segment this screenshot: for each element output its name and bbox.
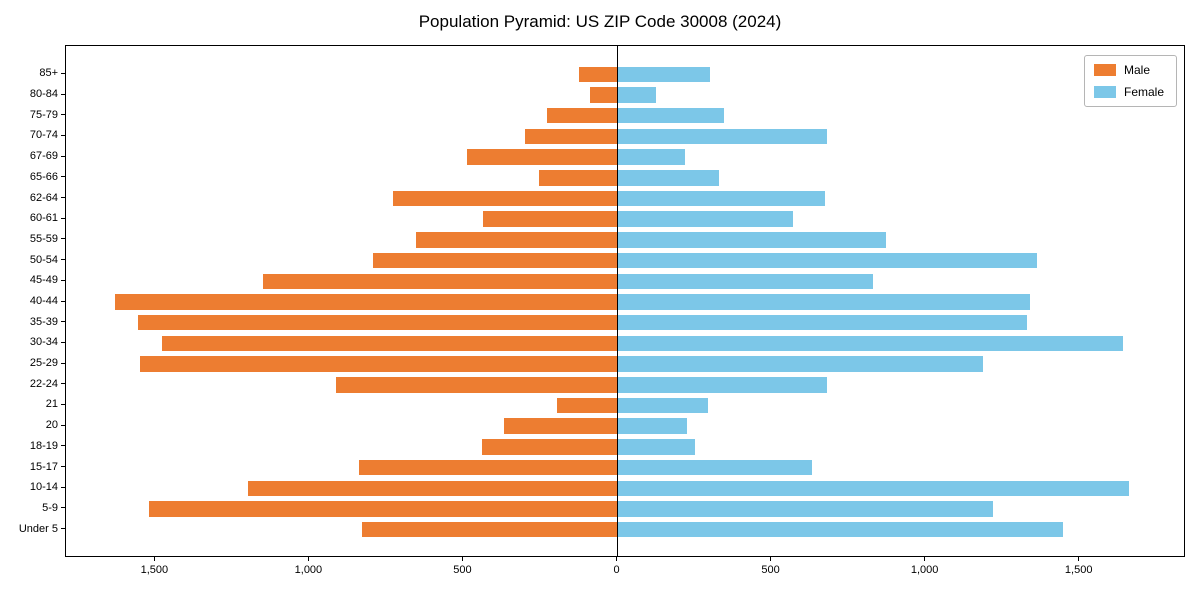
bar-female-21 [617,397,709,414]
bar-female-85+ [617,66,710,83]
x-tick-label-0: 0 [613,564,620,576]
y-tick-label-62-64: 62-64 [29,191,58,204]
y-tick-label-5-9: 5-9 [42,501,58,514]
y-tick-label-60-61: 60-61 [29,212,58,225]
y-tick-label-18-19: 18-19 [29,439,58,452]
bar-male-15-17 [358,459,618,476]
y-tick-label-15-17: 15-17 [29,460,58,473]
y-tick-label-25-29: 25-29 [29,357,58,370]
bar-female-60-61 [617,211,794,227]
bar-male-45-49 [263,273,618,290]
bar-male-18-19 [481,439,618,455]
bar-male-25-29 [139,356,618,372]
bar-female-30-34 [617,335,1123,352]
y-tick-label-55-59: 55-59 [29,232,58,245]
x-tick-label-1-000: 1,000 [910,564,939,576]
bar-female-20 [617,418,687,434]
bar-male-80-84 [589,87,618,103]
bar-female-45-49 [617,273,874,290]
bar-female-15-17 [617,459,812,476]
bar-female-5-9 [617,501,994,517]
bar-male-30-34 [161,335,618,352]
plot-area: Male Female [65,45,1185,557]
x-tick-label-500: 500 [453,564,472,576]
legend-item-female: Female [1093,85,1164,99]
bar-male-21 [557,397,618,414]
y-tick-label-45-49: 45-49 [29,274,58,287]
x-tick-mark [1078,557,1080,561]
x-tick-mark [153,557,155,561]
bar-female-75-79 [617,107,724,124]
y-tick-label-70-74: 70-74 [29,129,58,142]
bar-female-18-19 [617,439,695,455]
x-tick-label-1-500: 1,500 [140,564,169,576]
y-tick-label-65-66: 65-66 [29,170,58,183]
bar-male-85+ [579,66,618,83]
bar-male-60-61 [483,211,618,227]
bar-female-35-39 [617,314,1028,331]
bar-male-55-59 [415,232,618,248]
bar-male-67-69 [466,149,618,165]
bar-female-80-84 [617,87,657,103]
y-tick-label-40-44: 40-44 [29,295,58,307]
y-tick-label-21: 21 [45,398,58,411]
x-tick-mark [461,557,463,561]
x-tick-label-1-500: 1,500 [1064,564,1093,576]
bar-female-70-74 [617,128,828,145]
y-tick-label-30-34: 30-34 [29,336,58,349]
bar-male-70-74 [525,128,618,145]
bar-female-40-44 [617,294,1031,310]
x-tick-mark [616,557,618,561]
bar-male-65-66 [538,170,618,186]
y-tick-label-22-24: 22-24 [29,377,58,390]
bar-male-5-9 [149,501,618,517]
bar-male-20 [503,418,618,434]
bar-male-40-44 [115,294,618,310]
bar-male-62-64 [392,190,618,207]
legend: Male Female [1083,55,1177,107]
bar-male-22-24 [335,377,618,393]
bar-male-50-54 [372,252,618,269]
x-tick-label-1-000: 1,000 [294,564,323,576]
x-tick-label-500: 500 [761,564,780,576]
legend-label-male: Male [1123,63,1150,77]
y-tick-label-50-54: 50-54 [29,253,58,266]
y-tick-label-67-69: 67-69 [29,150,58,163]
y-tick-label-75-79: 75-79 [29,108,58,121]
x-tick-mark [307,557,309,561]
chart-title: Population Pyramid: US ZIP Code 30008 (2… [418,12,782,31]
x-tick-mark [770,557,772,561]
bar-female-10-14 [617,480,1129,497]
x-tick-mark [924,557,926,561]
y-tick-label-10-14: 10-14 [29,481,58,494]
bar-female-62-64 [617,190,826,207]
bar-male-10-14 [247,480,618,497]
bar-female-55-59 [617,232,886,248]
y-tick-label-80-84: 80-84 [29,88,58,101]
bar-female-65-66 [617,170,720,186]
legend-label-female: Female [1123,85,1164,99]
bar-female-25-29 [617,356,983,372]
bar-female-22-24 [617,377,828,393]
y-tick-label-85+: 85+ [39,67,58,80]
bar-female-67-69 [617,149,686,165]
legend-swatch-male [1093,64,1116,76]
bar-female-under-5 [617,521,1063,538]
y-tick-label-under-5: Under 5 [18,522,58,535]
legend-swatch-female [1093,86,1116,98]
bar-male-35-39 [138,314,618,331]
y-tick-label-35-39: 35-39 [29,315,58,328]
y-tick-label-20: 20 [45,419,58,432]
legend-item-male: Male [1093,63,1164,77]
bar-male-under-5 [361,521,618,538]
zero-axis-line [617,46,619,556]
bar-male-75-79 [546,107,618,124]
bar-female-50-54 [617,252,1037,269]
